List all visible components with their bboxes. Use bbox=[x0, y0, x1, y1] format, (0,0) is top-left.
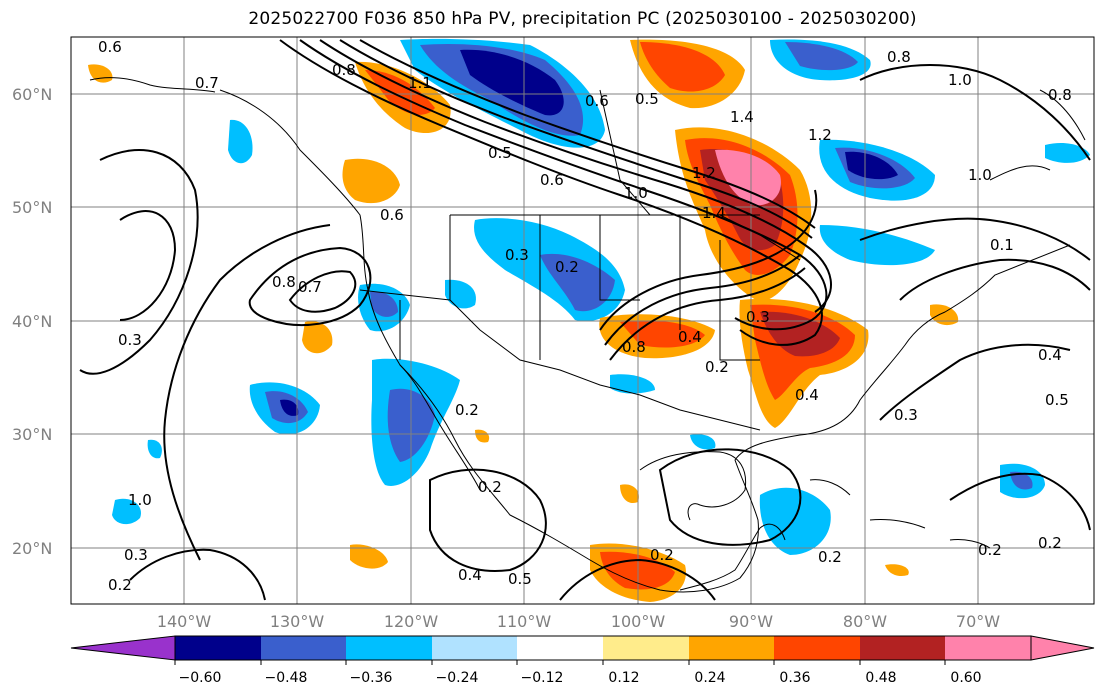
colorbar-tick-label: −0.60 bbox=[179, 670, 222, 686]
lon-label: 110°W bbox=[497, 612, 552, 631]
colorbar-swatch bbox=[945, 636, 1031, 660]
contour-label: 0.4 bbox=[678, 328, 702, 346]
colorbar-tick-label: −0.24 bbox=[436, 670, 479, 686]
lon-label: 100°W bbox=[611, 612, 666, 631]
colorbar-swatch bbox=[175, 636, 261, 660]
longitude-labels: 140°W 130°W 120°W 110°W 100°W 90°W 80°W … bbox=[157, 612, 1000, 631]
colorbar-min-arrow bbox=[70, 635, 176, 661]
contour-label: 1.0 bbox=[624, 184, 648, 202]
contour-label: 0.5 bbox=[508, 570, 532, 588]
contour-label: 1.1 bbox=[408, 74, 432, 92]
contour-label: 0.5 bbox=[635, 90, 659, 108]
map-panel[interactable]: 0.6 0.7 0.8 1.1 0.6 0.5 1.4 1.2 1.0 0.8 … bbox=[71, 37, 1094, 604]
contour-labels: 0.6 0.7 0.8 1.1 0.6 0.5 1.4 1.2 1.0 0.8 … bbox=[98, 38, 1072, 594]
contour-label: 0.2 bbox=[455, 401, 479, 419]
contour-label: 0.6 bbox=[585, 92, 609, 110]
contour-label: 1.2 bbox=[692, 164, 716, 182]
colorbar-tick-label: 0.24 bbox=[694, 670, 725, 686]
contour-label: 1.0 bbox=[948, 71, 972, 89]
colorbar-tick-label: −0.12 bbox=[521, 670, 564, 686]
contour-label: 0.3 bbox=[505, 246, 529, 264]
map-frame bbox=[70, 36, 1095, 605]
contour-label: 0.2 bbox=[1038, 534, 1062, 552]
colorbar-max-arrow bbox=[1030, 635, 1095, 661]
pv-contours bbox=[79, 39, 1091, 601]
contour-label: 0.5 bbox=[1045, 391, 1069, 409]
contour-label: 0.3 bbox=[894, 406, 918, 424]
lat-label: 20°N bbox=[12, 539, 52, 558]
contour-label: 0.2 bbox=[978, 541, 1002, 559]
colorbar-swatch bbox=[346, 636, 432, 660]
contour-label: 0.6 bbox=[98, 38, 122, 56]
contour-label: 0.2 bbox=[650, 546, 674, 564]
colorbar-tick-label: 0.12 bbox=[608, 670, 639, 686]
contour-label: 1.0 bbox=[968, 166, 992, 184]
colorbar-swatch bbox=[432, 636, 517, 660]
contour-label: 0.6 bbox=[380, 206, 404, 224]
contour-label: 0.8 bbox=[332, 61, 356, 79]
contour-label: 0.2 bbox=[478, 478, 502, 496]
colorbar-swatch bbox=[860, 636, 945, 660]
colorbar-swatch bbox=[689, 636, 774, 660]
contour-label: 0.3 bbox=[746, 308, 770, 326]
contour-label: 0.4 bbox=[1038, 346, 1062, 364]
contour-label: 0.4 bbox=[795, 386, 819, 404]
colorbar-swatch bbox=[517, 636, 603, 660]
lat-label: 50°N bbox=[12, 198, 52, 217]
lon-label: 80°W bbox=[843, 612, 887, 631]
colorbar-tick-label: −0.48 bbox=[265, 670, 308, 686]
contour-label: 0.8 bbox=[1048, 86, 1072, 104]
colorbar-tick-label: −0.36 bbox=[350, 670, 393, 686]
colorbar-tick-label: 0.36 bbox=[779, 670, 810, 686]
contour-label: 0.2 bbox=[108, 576, 132, 594]
lon-label: 130°W bbox=[270, 612, 325, 631]
coastlines bbox=[89, 77, 1086, 593]
lon-label: 70°W bbox=[956, 612, 1000, 631]
contour-label: 1.4 bbox=[730, 108, 754, 126]
contour-label: 0.8 bbox=[272, 273, 296, 291]
lat-label: 30°N bbox=[12, 425, 52, 444]
contour-label: 0.5 bbox=[488, 144, 512, 162]
lat-label: 40°N bbox=[12, 312, 52, 331]
contour-label: 0.3 bbox=[118, 331, 142, 349]
contour-label: 0.4 bbox=[458, 566, 482, 584]
contour-label: 0.3 bbox=[124, 546, 148, 564]
negative-precip-areas bbox=[112, 38, 1090, 555]
lat-label: 60°N bbox=[12, 85, 52, 104]
contour-label: 1.4 bbox=[702, 204, 726, 222]
map-title: 2025022700 F036 850 hPa PV, precipitatio… bbox=[248, 9, 917, 29]
lon-label: 120°W bbox=[384, 612, 439, 631]
colorbar-tick-label: 0.48 bbox=[865, 670, 896, 686]
colorbar-swatch bbox=[261, 636, 346, 660]
contour-label: 0.7 bbox=[195, 74, 219, 92]
contour-label: 1.0 bbox=[128, 491, 152, 509]
lon-label: 90°W bbox=[729, 612, 773, 631]
contour-label: 0.7 bbox=[298, 278, 322, 296]
lon-label: 140°W bbox=[157, 612, 212, 631]
colorbar-swatch bbox=[774, 636, 860, 660]
contour-label: 0.2 bbox=[555, 258, 579, 276]
graticule bbox=[71, 37, 1094, 604]
contour-label: 0.1 bbox=[990, 236, 1014, 254]
latitude-labels: 60°N 50°N 40°N 30°N 20°N bbox=[12, 85, 52, 558]
colorbar: −0.60 −0.48 −0.36 −0.24 −0.12 0.12 0.24 … bbox=[70, 635, 1095, 686]
colorbar-tick-label: 0.60 bbox=[950, 670, 981, 686]
contour-label: 1.2 bbox=[808, 126, 832, 144]
contour-label: 0.8 bbox=[887, 48, 911, 66]
contour-label: 0.8 bbox=[622, 338, 646, 356]
contour-label: 0.2 bbox=[705, 358, 729, 376]
contour-label: 0.2 bbox=[818, 548, 842, 566]
colorbar-swatch bbox=[603, 636, 689, 660]
contour-label: 0.6 bbox=[540, 171, 564, 189]
